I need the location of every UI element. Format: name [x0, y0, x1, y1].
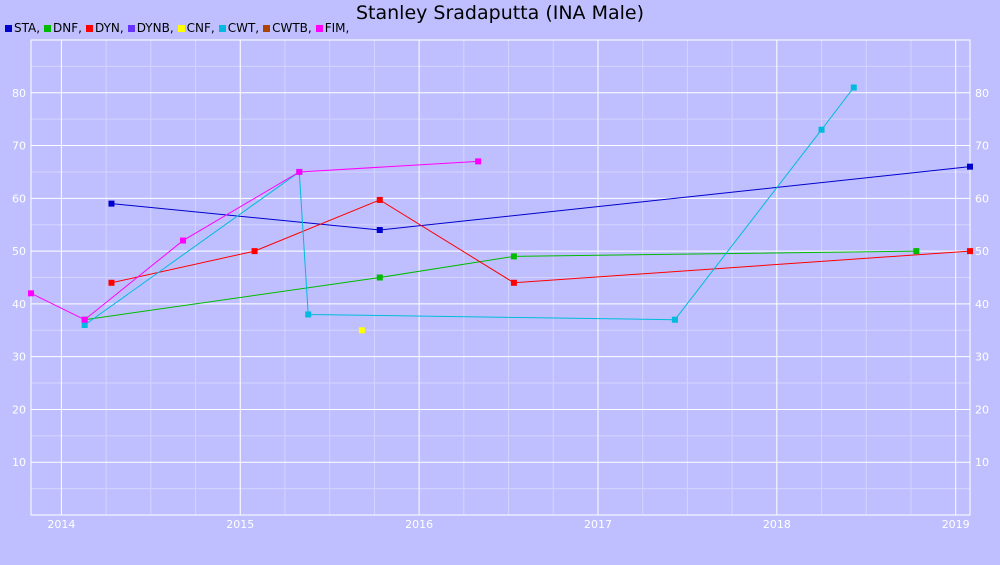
legend-swatch [5, 24, 12, 32]
legend-label: DYN, [94, 21, 124, 35]
legend-swatch [127, 24, 135, 32]
data-point [510, 253, 517, 260]
y-tick-label-left: 70 [12, 140, 26, 153]
y-tick-label-left: 40 [12, 298, 26, 311]
data-point [251, 248, 258, 255]
y-tick-label-right: 30 [975, 351, 989, 364]
legend-swatch [218, 24, 226, 32]
y-tick-label-left: 50 [12, 245, 26, 258]
series-line [84, 250, 917, 321]
data-point [180, 237, 187, 244]
axes: 10 10 20 20 30 30 40 40 50 50 60 60 70 70 80 80 2014 2015… [12, 39, 989, 531]
legend-label: CWT, [227, 21, 260, 35]
data-point [967, 163, 973, 170]
chart-title: Stanley Sradaputta (INA Male) [355, 2, 645, 24]
data-point [108, 279, 115, 286]
legend-item: CNF, [177, 21, 215, 35]
y-tick-label-right: 60 [975, 192, 989, 205]
y-tick-label-right: 70 [975, 140, 989, 153]
legend-label: FIM, [324, 21, 350, 35]
x-tick-label: 2019 [942, 518, 970, 531]
legend-item: FIM, [315, 21, 350, 35]
y-tick-label-left: 80 [12, 87, 26, 100]
y-tick-label-right: 10 [975, 456, 989, 469]
x-tick-label: 2014 [47, 518, 75, 531]
legend-swatch [315, 24, 323, 32]
series [28, 84, 973, 334]
y-tick-label-right: 50 [975, 245, 989, 258]
legend-item: STA, [5, 21, 40, 35]
data-point [28, 290, 34, 297]
data-point [81, 316, 88, 323]
x-tick-label: 2018 [763, 518, 791, 531]
y-tick-label-right: 20 [975, 403, 989, 416]
y-tick-label-right: 40 [975, 298, 989, 311]
data-point [913, 248, 920, 255]
data-point [376, 196, 383, 203]
legend-label: DNF, [53, 21, 82, 35]
data-point [475, 158, 482, 165]
legend-item: CWT, [218, 21, 260, 35]
data-point [967, 248, 973, 255]
y-tick-label-left: 60 [12, 192, 26, 205]
data-point [358, 327, 365, 334]
data-point [376, 227, 383, 233]
legend-swatch [177, 24, 185, 32]
legend-swatch [263, 24, 271, 32]
legend-item: CWTB, [263, 21, 312, 35]
series-line [30, 160, 479, 321]
legend-item: DNF, [44, 21, 82, 35]
data-point [305, 311, 312, 318]
legend-swatch [85, 24, 93, 32]
legend-label: DYNB, [136, 21, 174, 35]
y-tick-label-left: 20 [12, 403, 26, 416]
data-point [81, 322, 88, 328]
data-point [818, 126, 825, 133]
y-tick-label-left: 30 [12, 351, 26, 364]
y-tick-label-right: 80 [975, 87, 989, 100]
legend: STA, DNF, DYN, DYNB, CNF, CWT, CWTB, FIM, [5, 21, 353, 35]
x-tick-label: 2016 [405, 518, 433, 531]
legend-label: CWTB, [272, 21, 312, 35]
grid [31, 40, 970, 515]
x-tick-label: 2017 [584, 518, 612, 531]
x-tick-label: 2015 [226, 518, 254, 531]
legend-label: STA, [14, 21, 41, 35]
legend-item: DYNB, [127, 21, 174, 35]
data-point [108, 200, 115, 207]
legend-item: DYN, [85, 21, 124, 35]
plot-frame [30, 39, 971, 516]
data-point [510, 279, 517, 286]
legend-swatch [44, 24, 52, 32]
legend-label: CNF, [186, 21, 215, 35]
y-tick-label-left: 10 [12, 456, 26, 469]
data-point [376, 274, 383, 281]
data-point [671, 316, 678, 323]
data-point [850, 84, 857, 91]
data-point [296, 168, 303, 175]
series-line [84, 87, 855, 326]
